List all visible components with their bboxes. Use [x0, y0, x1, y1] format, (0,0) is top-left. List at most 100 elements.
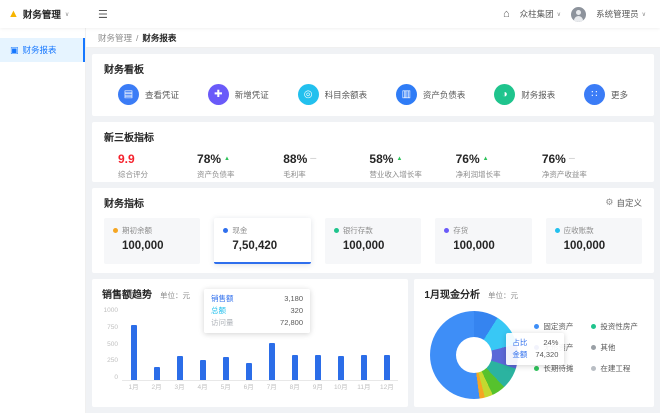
y-tick: 750 — [107, 323, 118, 331]
action-balance-sheet[interactable]: ▥ 资产负债表 — [395, 84, 466, 105]
home-icon[interactable]: ⌂ — [503, 8, 510, 20]
app-brand[interactable]: ▲ 财务管理 ∨ — [0, 7, 86, 21]
indicator-tiles: 期初余额 100,000 现金 7,50,420 银行存款 100,000 存货… — [104, 218, 643, 264]
legend-label: 长期待摊 — [543, 364, 574, 373]
neeq-metrics-card: 新三板指标 9.9 综合评分 78% ▲ 资产负债率 88% — 毛利率 58% ▲ … — [92, 122, 654, 182]
action-more[interactable]: ∷ 更多 — [583, 84, 628, 105]
trend-flat-icon: — — [568, 156, 575, 162]
bar-rect[interactable] — [130, 324, 137, 380]
tile-bank-deposit[interactable]: 银行存款 100,000 — [324, 218, 422, 264]
company-switcher[interactable]: 众柱集团 ∨ — [520, 8, 561, 20]
bar-11月[interactable]: 11月 — [357, 306, 370, 391]
action-label: 科目余额表 — [324, 89, 368, 100]
tile-inventory[interactable]: 存货 100,000 — [435, 218, 532, 264]
tooltip-value: 24% — [543, 338, 559, 347]
customize-button[interactable]: ⚙ 自定义 — [605, 197, 642, 209]
action-new-voucher[interactable]: ✚ 新增凭证 — [207, 84, 269, 105]
cash-analysis-card: 1月现金分析 单位：元 固定资产无形资产长期待摊投资性房产其他在建工程 占比24… — [414, 279, 654, 407]
legend-label: 固定资产 — [543, 322, 574, 331]
action-label: 查看凭证 — [145, 89, 180, 100]
x-tick: 7月 — [266, 384, 277, 391]
bar-rect[interactable] — [360, 355, 367, 380]
metric-value: 58% — [369, 152, 394, 166]
bar-rect[interactable] — [176, 355, 183, 380]
bar-rect[interactable] — [337, 355, 344, 380]
tooltip-label: 占比 — [512, 338, 528, 347]
tile-label: 应收账款 — [563, 226, 594, 235]
action-label: 资产负债表 — [422, 89, 466, 100]
bar-6月[interactable]: 6月 — [244, 306, 254, 391]
bar-rect[interactable] — [245, 363, 252, 380]
bar-5月[interactable]: 5月 — [221, 306, 231, 391]
x-tick: 2月 — [151, 384, 162, 391]
action-account-balance[interactable]: ◎ 科目余额表 — [297, 84, 368, 105]
action-financial-report[interactable]: ◑ 财务报表 — [494, 84, 555, 105]
legend-固定资产[interactable]: 固定资产 — [534, 321, 573, 332]
bar-rect[interactable] — [222, 357, 229, 380]
tile-label: 期初余额 — [122, 226, 152, 235]
y-tick: 250 — [107, 357, 118, 365]
x-tick: 12月 — [380, 384, 394, 391]
bar-7月[interactable]: 7月 — [267, 306, 277, 391]
section-title-metrics: 新三板指标 — [104, 133, 154, 144]
gear-icon: ⚙ — [605, 197, 614, 207]
action-label: 更多 — [610, 89, 628, 100]
legend-投资性房产[interactable]: 投资性房产 — [591, 321, 638, 332]
quick-actions: ▤ 查看凭证 ✚ 新增凭证 ◎ 科目余额表 ▥ 资产负债表 ◑ 财务报表 — [104, 84, 642, 105]
action-view-voucher[interactable]: ▤ 查看凭证 — [118, 84, 179, 105]
user-menu[interactable]: 系统管理员 ∨ — [596, 8, 646, 20]
chevron-down-icon: ∨ — [641, 11, 646, 18]
x-tick: 5月 — [220, 384, 231, 391]
x-tick: 10月 — [333, 384, 348, 391]
tile-dot — [444, 228, 450, 233]
tooltip-label: 金额 — [512, 350, 528, 359]
legend-dot — [591, 324, 597, 329]
app-title: 财务管理 — [22, 10, 61, 21]
more-grid-icon: ∷ — [583, 84, 605, 105]
y-tick: 1000 — [103, 307, 118, 314]
tile-opening-balance[interactable]: 期初余额 100,000 — [104, 218, 201, 264]
bar-rect[interactable] — [383, 354, 390, 380]
view-voucher-icon: ▤ — [118, 84, 139, 105]
sidebar: ▣ 财务报表 — [0, 28, 86, 413]
legend-label: 投资性房产 — [600, 322, 638, 331]
trend-flat-icon: — — [310, 156, 317, 162]
bar-rect[interactable] — [268, 343, 275, 380]
tile-value: 100,000 — [122, 240, 164, 252]
bar-4月[interactable]: 4月 — [198, 306, 208, 391]
x-tick: 8月 — [289, 384, 300, 391]
tile-cash[interactable]: 现金 7,50,420 — [214, 218, 311, 264]
bar-rect[interactable] — [199, 360, 206, 380]
metric-label: 综合评分 — [118, 170, 148, 179]
bar-rect[interactable] — [314, 354, 321, 380]
bar-9月[interactable]: 9月 — [313, 306, 323, 391]
tile-receivables[interactable]: 应收账款 100,000 — [545, 218, 643, 264]
bar-2月[interactable]: 2月 — [151, 306, 162, 391]
metric-roe: 76% — 净资产收益率 — [542, 152, 628, 180]
bar-8月[interactable]: 8月 — [290, 306, 300, 391]
bar-3月[interactable]: 3月 — [175, 306, 185, 391]
sidebar-item-financial-reports[interactable]: ▣ 财务报表 — [0, 38, 85, 62]
bar-rect[interactable] — [291, 354, 298, 380]
legend-长期待摊[interactable]: 长期待摊 — [534, 363, 573, 374]
bar-10月[interactable]: 10月 — [334, 306, 348, 391]
bar-12月[interactable]: 12月 — [380, 306, 394, 391]
legend-dot — [534, 324, 540, 329]
action-label: 财务报表 — [521, 89, 556, 100]
cash-donut[interactable] — [430, 311, 519, 399]
legend-在建工程[interactable]: 在建工程 — [591, 363, 638, 374]
breadcrumb-parent[interactable]: 财务管理 — [98, 32, 133, 43]
tile-dot — [113, 228, 118, 233]
avatar[interactable] — [571, 6, 587, 22]
tile-dot — [554, 228, 560, 233]
tile-dot — [223, 228, 229, 233]
menu-collapse-icon[interactable]: ☰ — [98, 8, 108, 21]
bar-rect[interactable] — [153, 366, 160, 380]
x-tick: 9月 — [312, 384, 323, 391]
legend-其他[interactable]: 其他 — [591, 342, 638, 353]
legend-dot — [534, 366, 540, 371]
x-tick: 1月 — [128, 384, 139, 391]
new-voucher-icon: ✚ — [207, 84, 229, 105]
bar-1月[interactable]: 1月 — [128, 306, 139, 391]
metric-value: 78% — [197, 152, 222, 166]
